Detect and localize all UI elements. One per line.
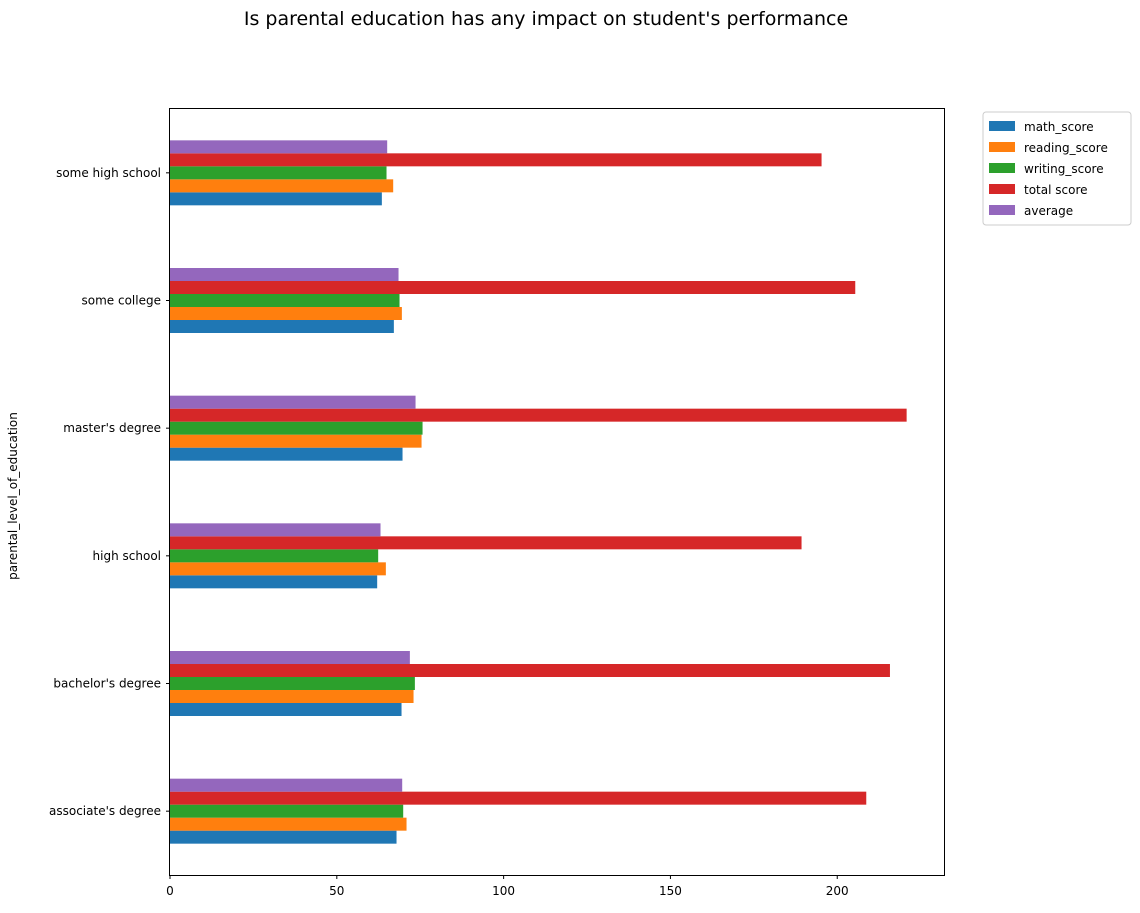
y-axis-label: parental_level_of_education <box>6 412 20 580</box>
legend-swatch <box>989 163 1015 173</box>
bar-writing_score-5 <box>170 166 387 180</box>
bar-writing_score-4 <box>170 294 400 307</box>
legend-label: writing_score <box>1024 162 1104 176</box>
y-tick-label: high school <box>93 549 161 563</box>
chart-title: Is parental education has any impact on … <box>244 8 848 30</box>
bar-writing_score-2 <box>170 549 379 563</box>
bar-average-2 <box>170 523 381 537</box>
bar-reading_score-3 <box>170 434 422 448</box>
legend-swatch <box>989 142 1015 152</box>
legend-swatch <box>989 184 1015 194</box>
legend-swatch <box>989 205 1015 215</box>
legend-label: reading_score <box>1024 141 1108 155</box>
bar-total-score-2 <box>170 536 802 550</box>
legend-label: average <box>1024 204 1073 218</box>
bar-math_score-3 <box>170 447 403 461</box>
legend: math_score reading_score writing_scoretota… <box>982 111 1132 226</box>
bar-total-score-3 <box>170 408 907 422</box>
bar-total-score-4 <box>170 281 856 294</box>
bar-total-score-5 <box>170 153 822 167</box>
bar-reading_score-2 <box>170 562 386 576</box>
bar-total-score-0 <box>170 791 867 805</box>
bar-math_score-2 <box>170 575 378 589</box>
y-tick-label: some high school <box>56 166 161 180</box>
x-tick-label: 50 <box>329 884 344 898</box>
bar-average-5 <box>170 140 388 154</box>
legend-box <box>982 111 1132 226</box>
bar-average-4 <box>170 268 399 281</box>
x-tick-label: 200 <box>826 884 849 898</box>
bar-reading_score-4 <box>170 307 402 320</box>
bar-average-3 <box>170 395 416 409</box>
bar-average-1 <box>170 651 410 664</box>
bar-reading_score-1 <box>170 690 414 703</box>
y-tick-label: associate's degree <box>49 804 161 818</box>
bar-average-0 <box>170 778 403 792</box>
bar-writing_score-0 <box>170 804 404 818</box>
bar-math_score-0 <box>170 830 397 844</box>
x-tick-label: 0 <box>166 884 174 898</box>
bar-math_score-1 <box>170 703 402 716</box>
legend-label: math_score <box>1024 120 1094 134</box>
bar-writing_score-1 <box>170 677 415 690</box>
bar-math_score-4 <box>170 320 394 333</box>
y-tick-label: master's degree <box>63 421 161 435</box>
bar-reading_score-0 <box>170 817 407 831</box>
y-tick-label: bachelor's degree <box>53 677 161 691</box>
bars-layer <box>170 140 907 844</box>
bar-math_score-5 <box>170 192 382 206</box>
x-tick-label: 100 <box>492 884 515 898</box>
legend-swatch <box>989 121 1015 131</box>
plot-frame <box>169 108 945 876</box>
legend-label: total score <box>1024 183 1088 197</box>
x-tick-label: 150 <box>659 884 682 898</box>
bar-total-score-1 <box>170 664 890 677</box>
bar-reading_score-5 <box>170 179 394 193</box>
ticks-layer: associate's degree bachelor's degree high … <box>49 166 849 898</box>
bar-writing_score-3 <box>170 421 423 435</box>
y-tick-label: some college <box>82 294 161 308</box>
